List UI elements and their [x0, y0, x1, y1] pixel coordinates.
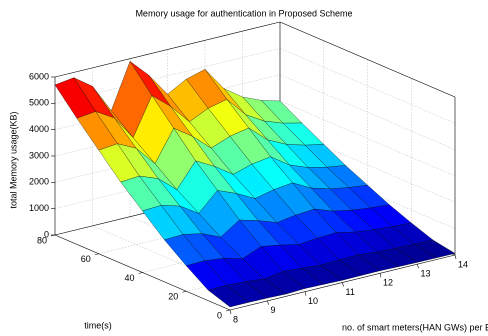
y-tick-label: 0 [217, 310, 222, 320]
y-tick [138, 272, 143, 274]
axis-box [279, 21, 456, 98]
z-tick-label: 6000 [29, 71, 49, 81]
x-tick [454, 254, 457, 260]
y-axis-label: time(s) [84, 320, 112, 330]
x-tick [304, 291, 307, 296]
chart-title: Memory usage for authentication in Propo… [135, 8, 352, 18]
x-tick [229, 309, 232, 315]
y-tick [94, 253, 99, 256]
z-axis-label: total Memory usage(KB) [8, 111, 18, 208]
y-tick-label: 20 [168, 292, 178, 302]
y-tick [182, 290, 187, 293]
x-tick-label: 12 [383, 278, 393, 288]
x-tick-label: 11 [346, 287, 355, 297]
grid-line [54, 48, 281, 104]
z-tick-label: 3000 [29, 150, 49, 160]
x-tick-label: 13 [421, 269, 431, 279]
z-tick-label: 1000 [29, 203, 49, 213]
x-tick-label: 8 [233, 314, 238, 324]
x-tick [342, 282, 344, 287]
x-tick-label: 10 [308, 296, 318, 306]
y-tick [225, 309, 231, 312]
z-tick-label: 0 [44, 229, 49, 239]
y-tick-label: 60 [81, 254, 91, 264]
x-tick [417, 264, 419, 269]
y-tick-label: 40 [124, 273, 134, 283]
x-axis-label: no. of smart meters(HAN GWs) per BAN [342, 322, 488, 332]
y-tick [50, 234, 56, 237]
z-tick-label: 2000 [29, 177, 49, 187]
x-tick [379, 273, 382, 278]
x-tick-label: 14 [458, 259, 468, 269]
surface-patch [207, 285, 250, 308]
x-tick [267, 300, 269, 305]
y-tick-label: 80 [37, 235, 47, 245]
z-tick-label: 5000 [29, 98, 49, 108]
z-tick-label: 4000 [29, 124, 49, 134]
axis-box [54, 21, 281, 78]
x-tick-label: 9 [271, 305, 276, 315]
